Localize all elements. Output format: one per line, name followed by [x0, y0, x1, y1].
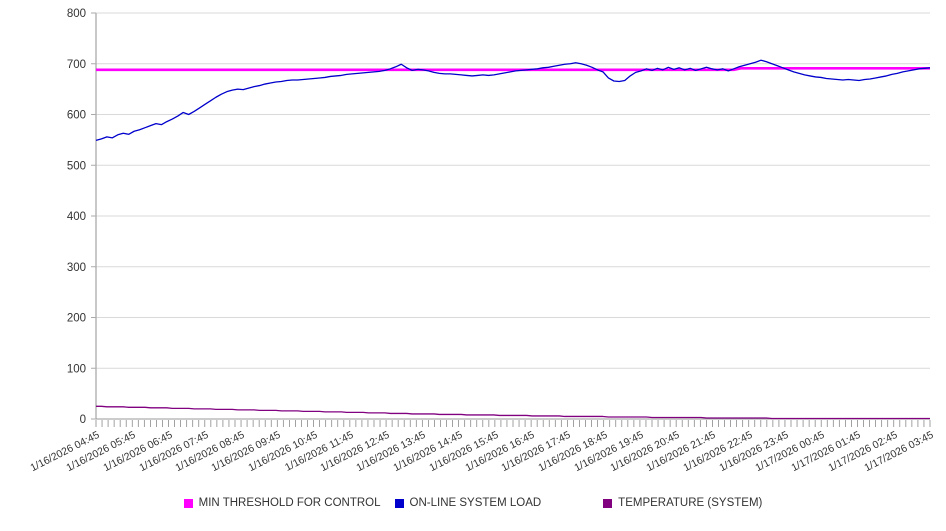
legend-swatch-icon: [183, 498, 193, 508]
y-axis-tick-label: 0: [80, 414, 86, 426]
y-axis-tick-label: 600: [67, 110, 86, 122]
chart-legend: MIN THRESHOLD FOR CONTROL ON-LINE SYSTEM …: [0, 497, 946, 509]
grid-lines: [91, 12, 930, 420]
y-axis-tick-label: 800: [67, 8, 86, 20]
legend-item-label: ON-LINE SYSTEM LOAD: [409, 497, 542, 509]
y-axis-tick-label: 300: [67, 262, 86, 274]
legend-swatch-icon: [394, 498, 404, 508]
series-line: [96, 405, 930, 420]
legend-item[interactable]: TEMPERATURE (SYSTEM): [603, 497, 762, 509]
legend-item-label: MIN THRESHOLD FOR CONTROL: [198, 497, 381, 509]
series-line: [96, 67, 930, 72]
legend-item[interactable]: ON-LINE SYSTEM LOAD: [394, 497, 542, 509]
y-axis-tick-label: 100: [67, 363, 86, 375]
legend-item-label: TEMPERATURE (SYSTEM): [618, 497, 763, 509]
x-axis-minor-ticks: [95, 420, 931, 427]
data-series-group: [95, 59, 931, 420]
series-line: [95, 59, 931, 142]
y-axis-tick-label: 400: [67, 211, 86, 223]
legend-item[interactable]: MIN THRESHOLD FOR CONTROL: [183, 497, 381, 509]
y-axis-tick-labels: 0 100 200 300 400 500 600 700 800: [67, 8, 86, 426]
y-axis-tick-label: 200: [67, 313, 86, 325]
y-axis-tick-label: 500: [67, 160, 86, 172]
legend-swatch-icon: [603, 498, 613, 508]
y-axis-tick-label: 700: [67, 59, 86, 71]
